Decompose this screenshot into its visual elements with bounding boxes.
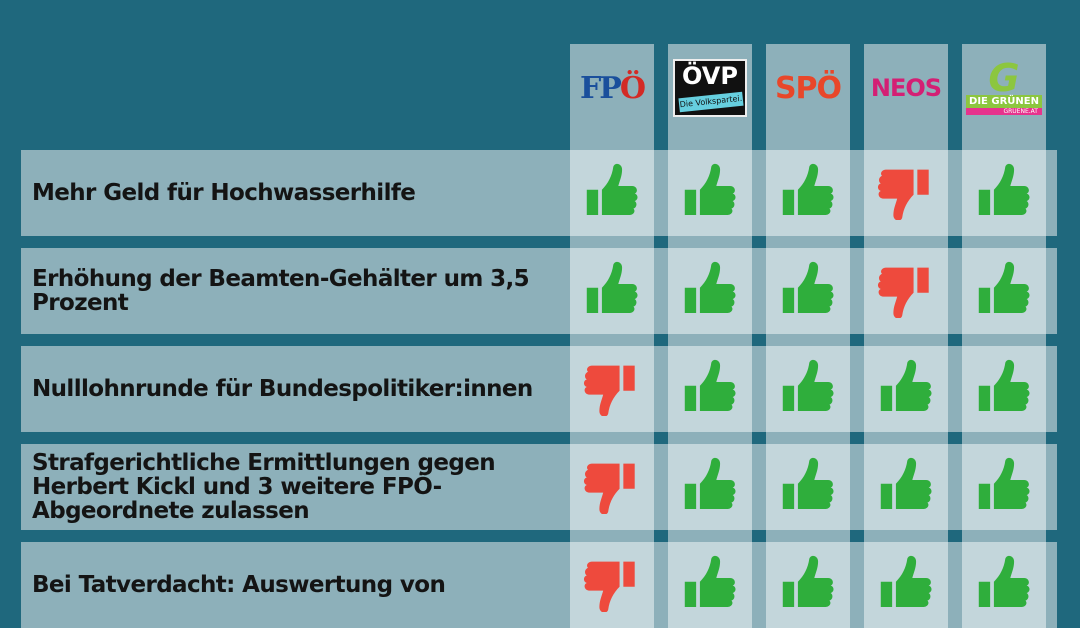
thumbs-up-icon [779,162,837,224]
gruene-logo-text: DIE GRÜNEN [966,95,1042,108]
vote-cell [570,346,654,432]
thumbs-up-icon [975,456,1033,518]
table-row: Erhöhung der Beamten-Gehälter um 3,5 Pro… [21,248,1057,334]
table-row: Mehr Geld für Hochwasserhilfe [21,150,1057,236]
thumbs-up-icon [877,358,935,420]
vote-cell [570,150,654,236]
thumbs-up-icon [583,162,641,224]
vote-cell [570,444,654,530]
vote-cell [668,346,752,432]
table-row: Bei Tatverdacht: Auswertung von [21,542,1057,628]
gruene-logo-subtext: GRUENE.AT [966,108,1042,115]
vote-cell [766,150,850,236]
table-row: Nulllohnrunde für Bundespolitiker:innen [21,346,1057,432]
vote-cell [668,444,752,530]
thumbs-up-icon [779,554,837,616]
neos-logo: NEOS [870,74,942,102]
vote-cell [864,444,948,530]
vote-cell [962,542,1046,628]
thumbs-up-icon [975,358,1033,420]
row-label: Bei Tatverdacht: Auswertung von [32,572,446,598]
vote-cell [766,346,850,432]
thumbs-up-icon [975,260,1033,322]
gruene-logo: G DIE GRÜNEN GRUENE.AT [962,56,1046,120]
vote-cell [766,444,850,530]
vote-cell [668,150,752,236]
row-label: Mehr Geld für Hochwasserhilfe [32,180,416,206]
thumbs-up-icon [681,456,739,518]
fpo-logo: FPÖ [570,56,654,120]
vote-cell [864,346,948,432]
thumbs-up-icon [681,162,739,224]
thumbs-down-icon [583,554,641,616]
vote-cell [668,248,752,334]
ovp-logo-subtext: Die Volkspartei. [678,91,744,113]
thumbs-up-icon [681,358,739,420]
thumbs-down-icon [583,456,641,518]
vote-cell [962,346,1046,432]
ovp-logo-text: ÖVP [682,62,738,90]
vote-cell [864,542,948,628]
thumbs-down-icon [877,162,935,224]
vote-cell [766,248,850,334]
row-label: Strafgerichtliche Ermittlungen gegen Her… [32,450,496,524]
thumbs-up-icon [779,456,837,518]
vote-cell [962,248,1046,334]
row-label: Nulllohnrunde für Bundespolitiker:innen [32,376,533,402]
thumbs-up-icon [877,456,935,518]
vote-cell [570,542,654,628]
vote-cell [962,444,1046,530]
ovp-logo: ÖVP Die Volkspartei. [668,56,752,120]
spo-logo: SPÖ [774,70,842,106]
thumbs-up-icon [779,358,837,420]
thumbs-down-icon [583,358,641,420]
thumbs-up-icon [583,260,641,322]
thumbs-up-icon [975,162,1033,224]
vote-cell [962,150,1046,236]
thumbs-up-icon [779,260,837,322]
fpo-logo-text: FPÖ [580,70,646,106]
vote-cell [864,248,948,334]
row-label: Erhöhung der Beamten-Gehälter um 3,5 Pro… [32,266,530,316]
table-row: Strafgerichtliche Ermittlungen gegen Her… [21,444,1057,530]
thumbs-up-icon [681,260,739,322]
vote-cell [864,150,948,236]
vote-cell [668,542,752,628]
thumbs-up-icon [975,554,1033,616]
thumbs-down-icon [877,260,935,322]
thumbs-up-icon [877,554,935,616]
thumbs-up-icon [681,554,739,616]
vote-cell [766,542,850,628]
vote-cell [570,248,654,334]
